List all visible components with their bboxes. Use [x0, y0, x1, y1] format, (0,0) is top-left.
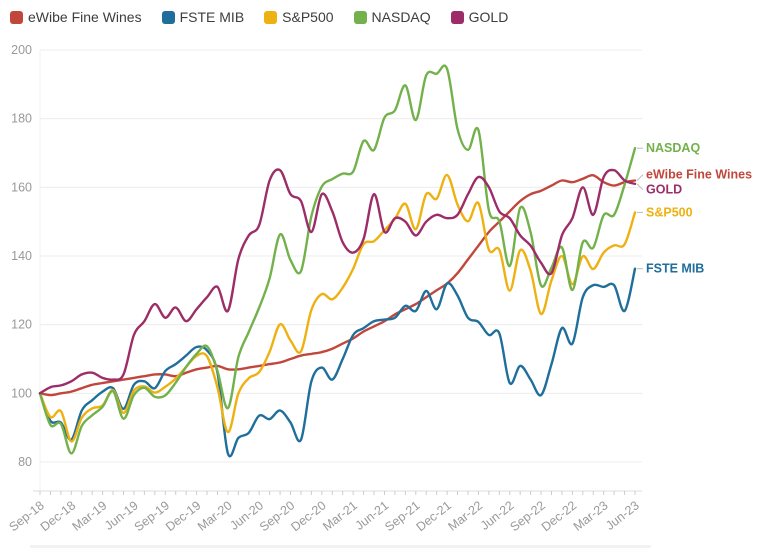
chart-legend: eWibe Fine Wines FSTE MIB S&P500 NASDAQ GOLD: [10, 10, 508, 24]
series-end-label-nasdaq: NASDAQ: [646, 141, 700, 155]
x-axis-tick-label: Dec-20: [288, 498, 328, 534]
series-line-gold: [38, 168, 637, 395]
y-axis-tick-label: 120: [11, 318, 32, 332]
series-line-fste-mib: [38, 267, 637, 458]
x-axis-tick-label: Sep-21: [382, 498, 422, 534]
series-end-label-ewibe-fine-wines: eWibe Fine Wines: [646, 168, 752, 182]
series-line-ewibe-fine-wines: [38, 174, 637, 397]
legend-item-nasdaq[interactable]: NASDAQ: [353, 9, 431, 25]
y-axis-tick-label: 180: [11, 112, 32, 126]
x-axis-tick-label: Mar-23: [571, 498, 611, 533]
series-end-label-fste-mib: FSTE MIB: [646, 262, 704, 276]
legend-item-label: GOLD: [468, 9, 509, 25]
legend-swatch-icon: [10, 10, 23, 24]
legend-swatch-icon: [450, 10, 464, 24]
legend-item-label: S&P500: [282, 9, 334, 25]
series-label-connector: [636, 183, 644, 191]
series-line-s-p500: [38, 173, 637, 443]
x-axis-tick-label: Dec-22: [539, 498, 579, 534]
legend-swatch-icon: [161, 10, 175, 24]
x-axis-tick-label: Mar-20: [195, 498, 235, 533]
series-end-label-gold: GOLD: [646, 183, 682, 197]
series-end-label-s-p500: S&P500: [646, 205, 693, 219]
x-axis-tick-label: Sep-22: [508, 498, 548, 534]
x-axis-tick-label: Dec-18: [38, 498, 78, 534]
legend-item-label: eWibe Fine Wines: [28, 9, 142, 25]
legend-item-gold[interactable]: GOLD: [450, 9, 509, 25]
legend-item-ewibe-fine-wines[interactable]: eWibe Fine Wines: [10, 10, 142, 24]
x-axis-tick-label: Mar-21: [320, 498, 360, 533]
y-axis-tick-label: 140: [11, 249, 32, 263]
x-axis-tick-label: Sep-19: [132, 498, 172, 534]
series-label-connector: [636, 174, 644, 181]
y-axis-tick-label: 160: [11, 180, 32, 194]
x-axis-tick-label: Sep-18: [6, 498, 46, 534]
legend-swatch-icon: [353, 10, 367, 24]
legend-item-label: FSTE MIB: [179, 9, 245, 25]
y-axis-tick-label: 100: [11, 386, 32, 400]
legend-item-label: NASDAQ: [371, 9, 431, 25]
legend-swatch-icon: [264, 10, 278, 24]
x-axis-tick-label: Mar-22: [445, 498, 485, 533]
y-axis-tick-label: 200: [11, 43, 32, 57]
x-axis-tick-label: Dec-21: [414, 498, 454, 534]
x-axis-tick-label: Jun-23: [603, 498, 642, 533]
series-line-nasdaq: [38, 64, 637, 455]
x-axis-tick-label: Sep-20: [257, 498, 297, 534]
legend-item-s-p500[interactable]: S&P500: [264, 9, 334, 25]
x-axis-tick-label: Mar-19: [70, 498, 110, 533]
x-axis-tick-label: Dec-19: [163, 498, 203, 534]
bottom-divider: [30, 545, 651, 548]
legend-item-fste-mib[interactable]: FSTE MIB: [161, 9, 245, 25]
y-axis-tick-label: 80: [18, 455, 32, 469]
